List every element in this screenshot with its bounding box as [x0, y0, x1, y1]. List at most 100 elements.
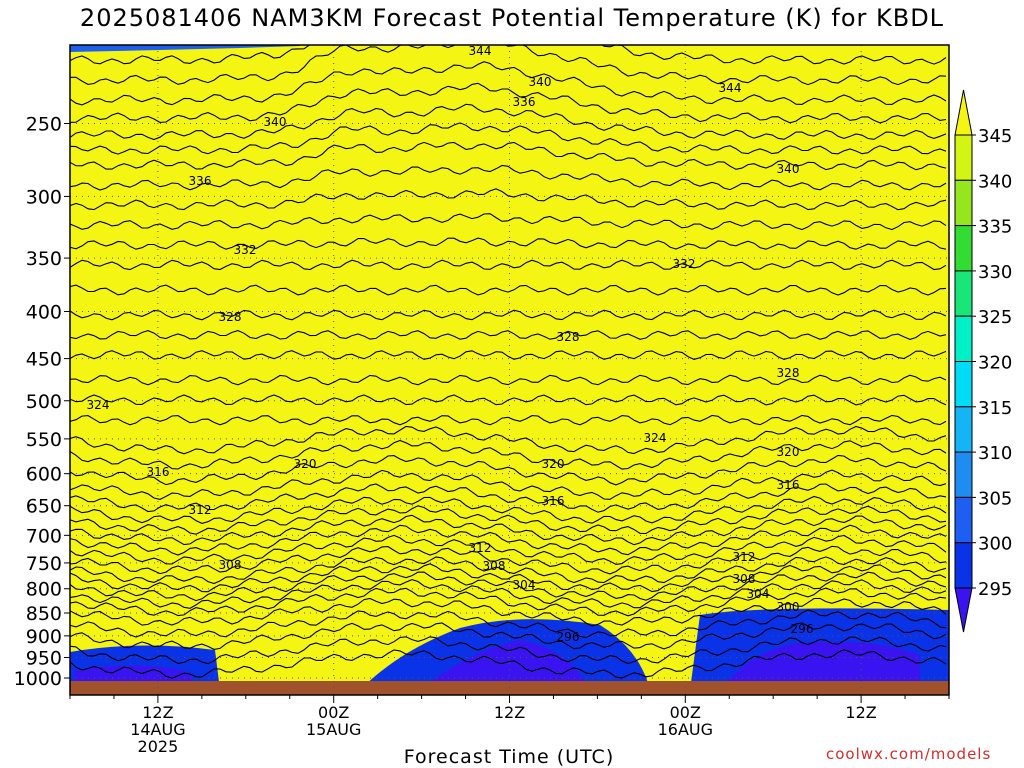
- contour-line: [70, 469, 947, 500]
- colorbar-swatch: [954, 315, 973, 363]
- contour-line: [70, 505, 947, 535]
- y-tick-label: 800: [26, 579, 62, 601]
- colorbar-label: 305: [978, 488, 1012, 509]
- colorbar-label: 315: [978, 398, 1012, 419]
- contour-label: 332: [234, 243, 257, 257]
- colorbar-extend-top: [954, 89, 973, 136]
- y-tick-label: 250: [26, 114, 62, 136]
- contour-line: [70, 563, 947, 593]
- contour-label: 320: [777, 445, 800, 459]
- contour-line: [70, 649, 947, 679]
- colorbar-label: 330: [978, 262, 1012, 283]
- colorbar-swatch: [954, 451, 973, 498]
- contour-label: 308: [483, 559, 506, 573]
- contour-line: [70, 587, 947, 617]
- contour-label: 300: [777, 600, 800, 614]
- contour-line: [70, 103, 947, 141]
- contour-label: 296: [791, 622, 814, 636]
- y-tick-label: 350: [26, 248, 62, 270]
- contour-label: 312: [189, 503, 212, 517]
- x-tick-label: 00Z: [318, 703, 349, 722]
- contour-line: [70, 495, 947, 524]
- contour-line: [70, 636, 947, 665]
- contour-line: [70, 545, 947, 575]
- contour-line: [70, 425, 947, 455]
- colorbar-label: 320: [978, 353, 1012, 374]
- chart-title: 2025081406 NAM3KM Forecast Potential Tem…: [79, 4, 945, 32]
- contour-label: 328: [557, 330, 580, 344]
- contour-line: [70, 237, 947, 250]
- contour-label: 328: [777, 366, 800, 380]
- y-tick-label: 900: [26, 626, 62, 648]
- colorbar-swatch: [954, 179, 973, 227]
- contour-label: 320: [542, 457, 565, 471]
- y-tick-label: 400: [26, 301, 62, 323]
- contour-label: 340: [264, 115, 287, 129]
- contour-label: 316: [147, 465, 170, 479]
- contour-label: 296: [557, 630, 580, 644]
- contour-line: [70, 45, 947, 86]
- cold-pool-core: [431, 640, 585, 681]
- x-tick-label: 12Z: [845, 703, 876, 722]
- y-tick-label: 600: [26, 464, 62, 486]
- contour-label: 324: [87, 398, 110, 412]
- contour-line: [70, 524, 947, 556]
- contour-label: 336: [189, 174, 212, 188]
- contour-label: 344: [469, 44, 492, 58]
- contour-label: 344: [719, 81, 742, 95]
- x-axis-label: Forecast Time (UTC): [403, 746, 615, 768]
- contour-line: [70, 309, 947, 321]
- y-tick-label: 850: [26, 603, 62, 625]
- x-tick-label: 14AUG: [130, 720, 185, 739]
- contour-line: [70, 483, 947, 513]
- colorbar-label: 310: [978, 443, 1012, 464]
- colorbar-label: 340: [978, 171, 1012, 192]
- band-345-blob: [300, 45, 420, 64]
- contour-label: 312: [469, 541, 492, 555]
- contour-lines: [70, 45, 947, 679]
- contour-line: [70, 534, 947, 565]
- contour-line: [70, 514, 947, 546]
- contour-label: 308: [219, 558, 242, 572]
- colorbar: 295 300 305 310 315 320 325 330 335 340 345: [954, 89, 1012, 633]
- y-tick-label: 650: [26, 496, 62, 518]
- contour-line: [70, 164, 947, 191]
- colorbar-swatch: [954, 542, 973, 589]
- y-tick-label: 550: [26, 429, 62, 451]
- colorbar-label: 300: [978, 534, 1012, 555]
- x-tick-label: 00Z: [670, 703, 701, 722]
- band-345-blob: [560, 45, 740, 70]
- colorbar-extend-bottom: [954, 587, 973, 633]
- y-tick-label: 1000: [14, 668, 62, 690]
- contour-line: [70, 122, 947, 155]
- contour-line: [70, 82, 947, 124]
- colorbar-swatch: [954, 406, 973, 453]
- contour-line: [70, 597, 947, 627]
- y-axis: 2503003504004505005506006507007508008509…: [14, 114, 70, 690]
- contour-label: 316: [542, 494, 565, 508]
- contour-label: 304: [513, 578, 536, 592]
- contour-label: 312: [733, 550, 756, 564]
- contour-label: 336: [513, 95, 536, 109]
- y-tick-label: 450: [26, 349, 62, 371]
- contour-line: [70, 622, 947, 650]
- y-tick-label: 750: [26, 553, 62, 575]
- colorbar-swatch: [954, 225, 973, 272]
- contour-line: [70, 284, 947, 296]
- contour-line: [70, 394, 947, 406]
- y-tick-label: 500: [26, 391, 62, 413]
- contour-line: [70, 579, 947, 609]
- contour-line: [70, 454, 947, 486]
- colorbar-swatch: [954, 496, 973, 544]
- cold-pool-core: [75, 665, 193, 681]
- contour-line: [70, 188, 947, 211]
- contour-line: [70, 556, 947, 585]
- contour-label: 332: [673, 257, 696, 271]
- colorbar-label: 335: [978, 217, 1012, 238]
- contour-line: [70, 141, 947, 171]
- contour-line: [70, 609, 947, 639]
- colorbar-label: 295: [978, 579, 1012, 600]
- contour-line: [70, 61, 947, 106]
